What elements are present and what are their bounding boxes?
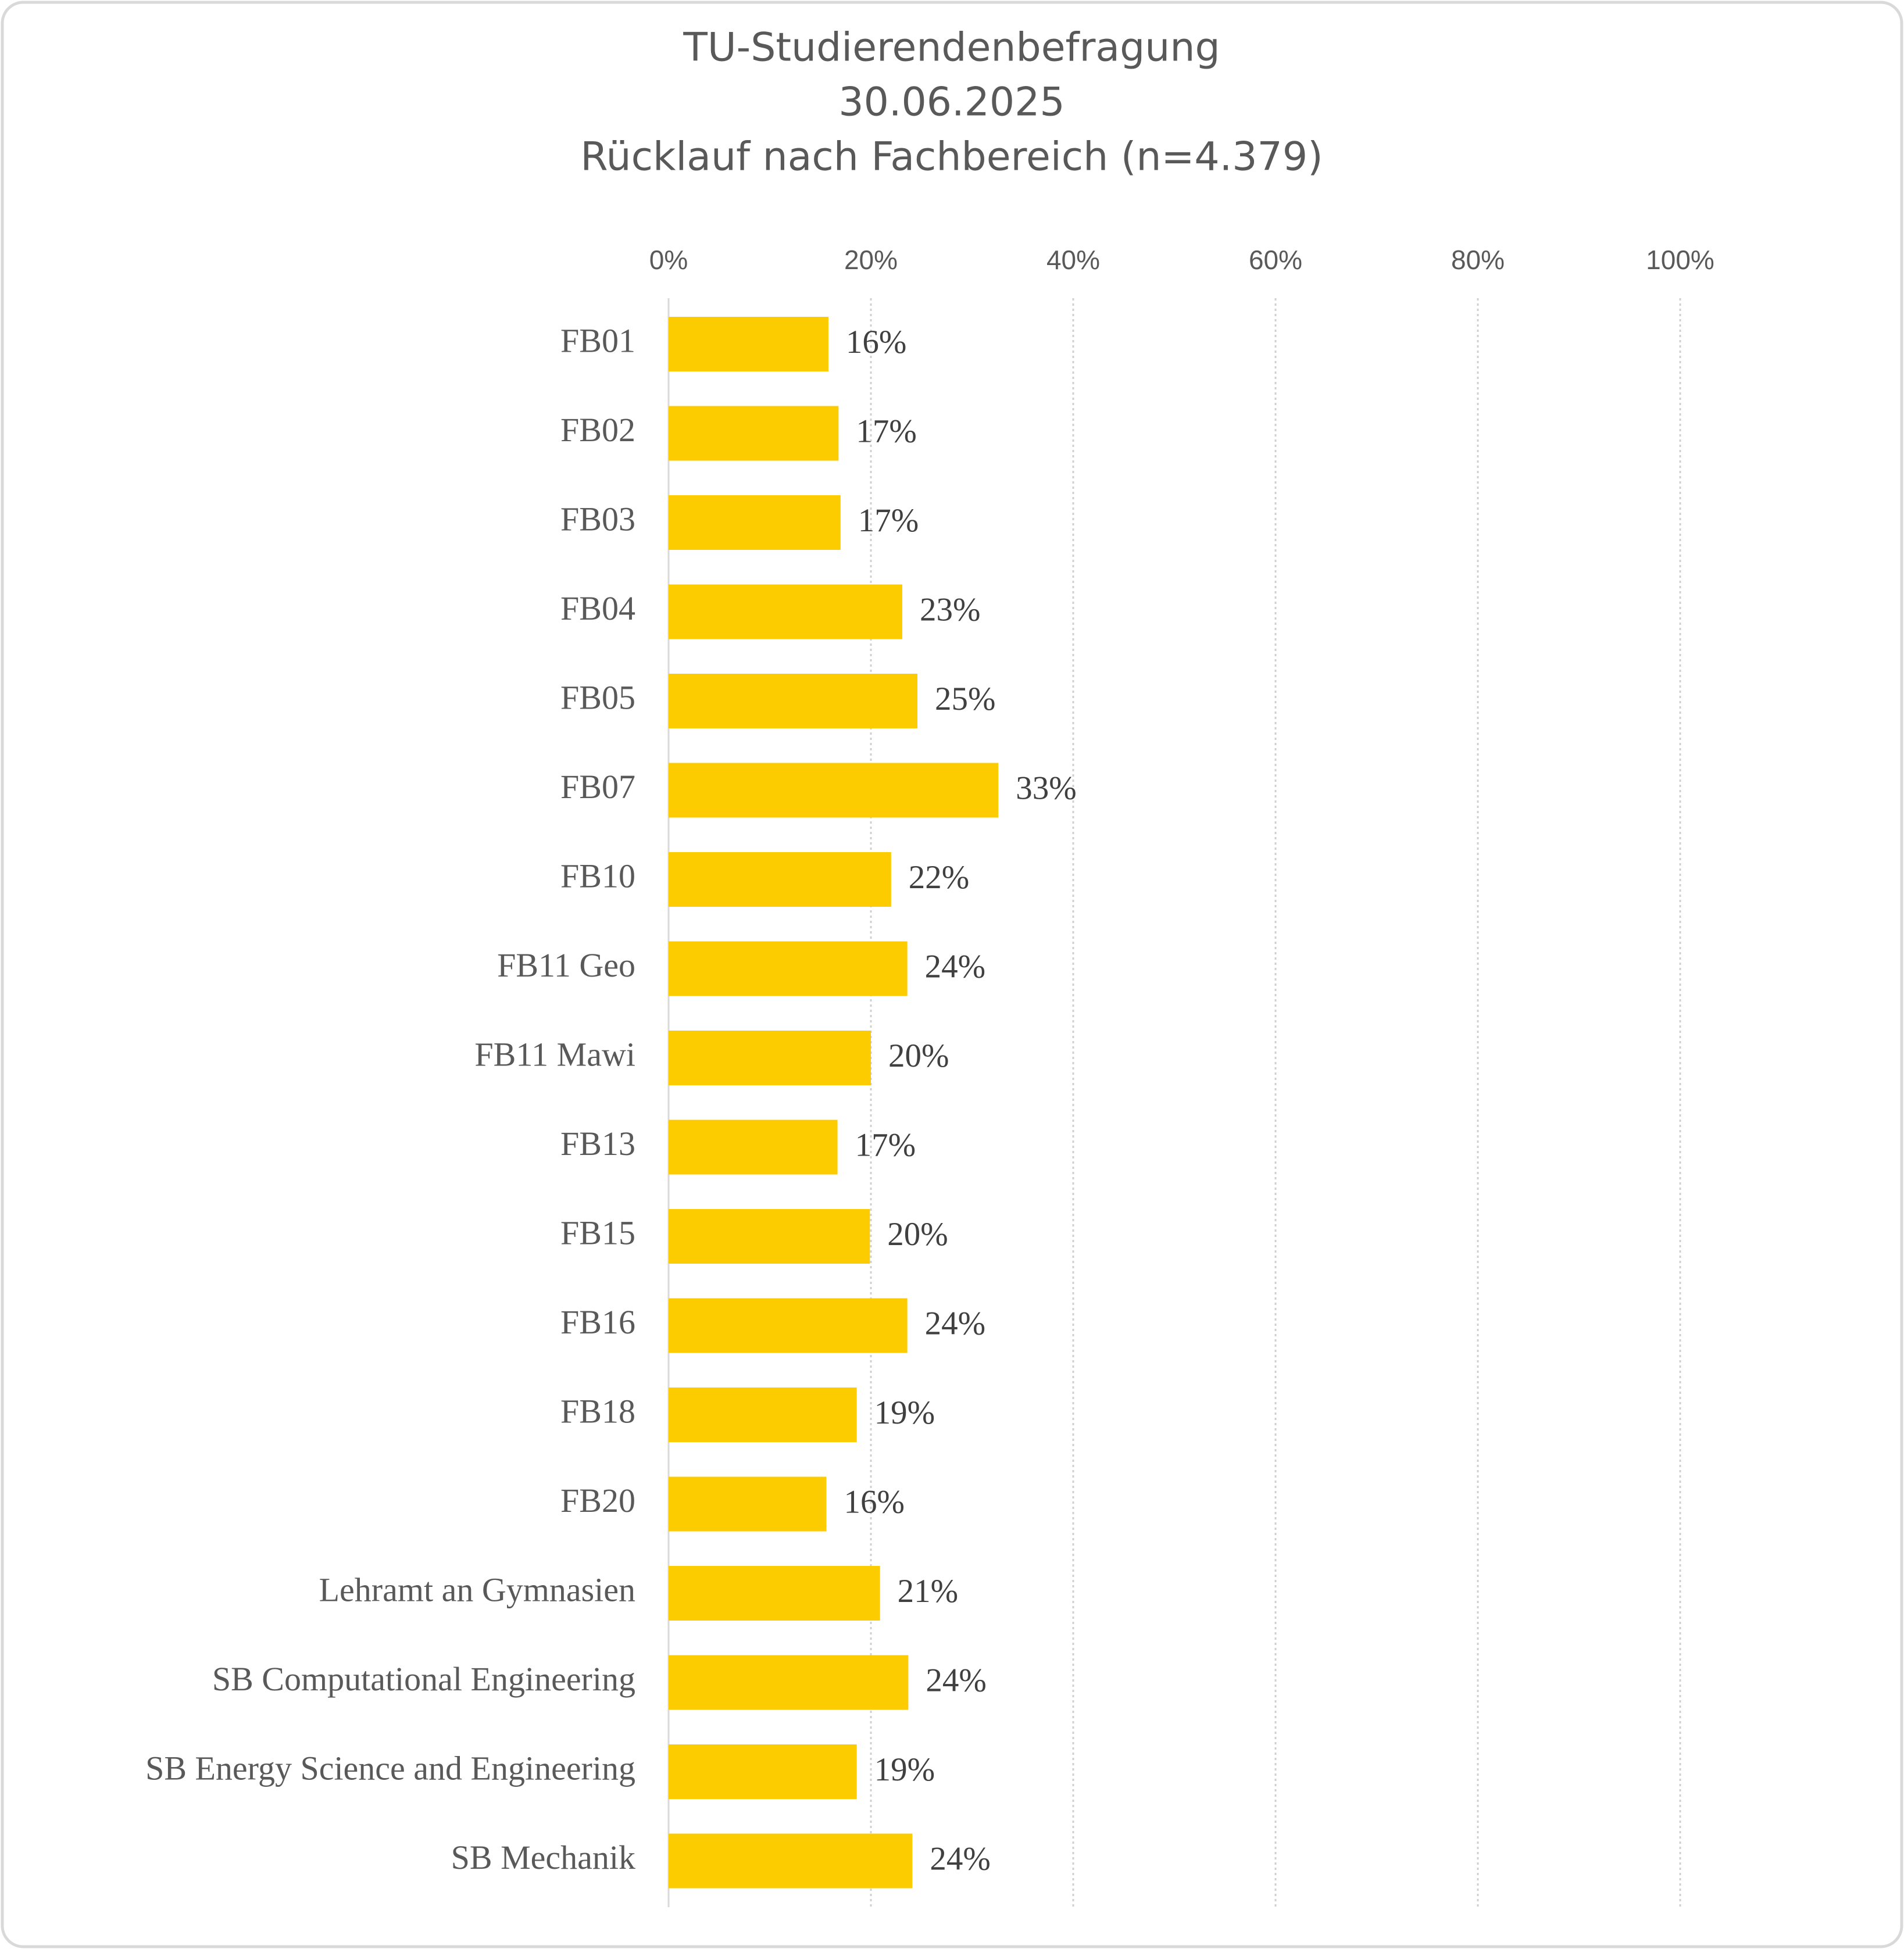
bar <box>669 1744 857 1799</box>
y-tick-label: SB Mechanik <box>451 1839 635 1876</box>
y-tick-label: FB01 <box>560 321 635 359</box>
data-label: 21% <box>898 1573 958 1610</box>
data-label: 17% <box>858 502 919 539</box>
y-tick-label: FB03 <box>560 500 635 538</box>
bar <box>669 1387 857 1442</box>
data-label: 24% <box>925 949 985 985</box>
bar <box>669 941 908 996</box>
y-tick-label: FB04 <box>560 589 635 627</box>
x-tick-label: 0% <box>649 245 688 275</box>
data-label: 22% <box>909 859 969 896</box>
y-tick-label: SB Computational Engineering <box>212 1660 635 1698</box>
bar <box>669 584 902 639</box>
y-tick-label: FB02 <box>560 411 635 449</box>
bar <box>669 1298 908 1353</box>
data-label: 24% <box>926 1662 986 1699</box>
y-tick-label: FB07 <box>560 768 635 806</box>
chart-title: Rücklauf nach Fachbereich (n=4.379) <box>580 134 1323 180</box>
bar <box>669 1655 909 1710</box>
x-tick-label: 100% <box>1646 245 1714 275</box>
y-tick-label: FB18 <box>560 1392 635 1430</box>
bar <box>669 1566 880 1621</box>
bar <box>669 406 839 461</box>
bar <box>669 674 918 728</box>
data-label: 23% <box>920 592 980 628</box>
bar <box>669 1031 871 1085</box>
bar <box>669 1120 838 1175</box>
data-label: 17% <box>856 413 916 450</box>
x-tick-label: 60% <box>1249 245 1302 275</box>
bar <box>669 763 999 818</box>
bar <box>669 1209 870 1264</box>
bar <box>669 495 841 550</box>
y-tick-label: FB15 <box>560 1214 635 1251</box>
data-label: 24% <box>925 1306 985 1342</box>
bar <box>669 852 891 907</box>
bar <box>669 1833 913 1889</box>
chart-title: TU-Studierendenbefragung <box>683 25 1220 71</box>
y-tick-label: FB16 <box>560 1303 635 1341</box>
data-label: 19% <box>874 1394 935 1431</box>
y-tick-label: Lehramt an Gymnasien <box>319 1571 635 1608</box>
data-label: 17% <box>855 1127 916 1164</box>
x-tick-label: 80% <box>1451 245 1505 275</box>
data-label: 16% <box>846 324 906 360</box>
data-label: 24% <box>930 1841 990 1878</box>
y-tick-label: FB05 <box>560 678 635 716</box>
data-label: 16% <box>844 1484 904 1521</box>
y-tick-label: FB11 Geo <box>497 946 635 984</box>
chart-title: 30.06.2025 <box>838 80 1064 126</box>
data-label: 20% <box>887 1216 948 1253</box>
y-tick-label: FB13 <box>560 1125 635 1163</box>
x-tick-label: 40% <box>1046 245 1100 275</box>
data-label: 25% <box>935 681 995 717</box>
bar <box>669 1476 827 1532</box>
data-label: 19% <box>874 1751 935 1788</box>
y-tick-label: FB11 Mawi <box>474 1035 635 1073</box>
y-tick-label: FB20 <box>560 1482 635 1519</box>
bar <box>669 317 828 371</box>
x-tick-label: 20% <box>844 245 898 275</box>
y-tick-label: FB10 <box>560 857 635 895</box>
y-tick-label: SB Energy Science and Engineering <box>145 1749 635 1787</box>
data-label: 33% <box>1016 770 1076 807</box>
data-label: 20% <box>888 1038 949 1074</box>
